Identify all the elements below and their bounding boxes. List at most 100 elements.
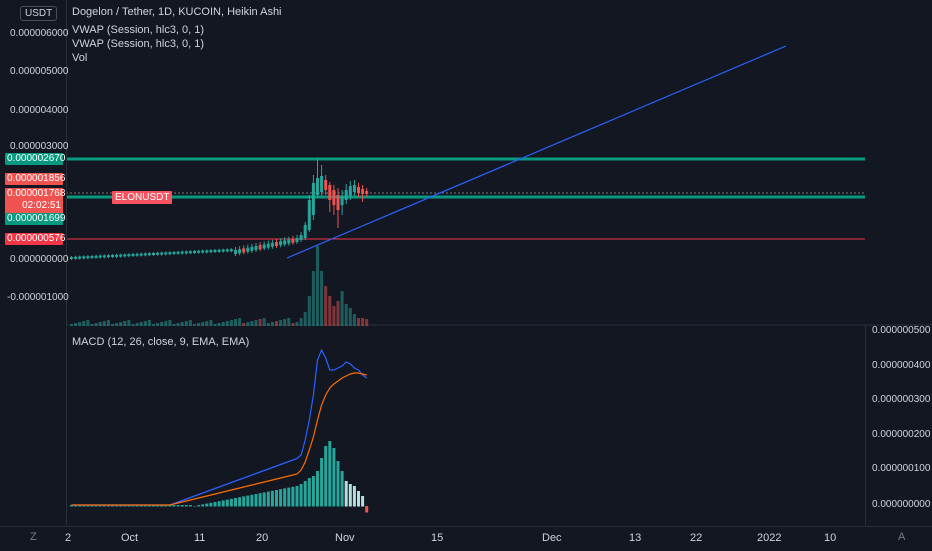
candle-body <box>348 186 352 196</box>
candle-body <box>311 183 315 215</box>
candle-body <box>328 185 332 200</box>
volume-bar <box>291 323 295 326</box>
volume-bar <box>90 324 94 326</box>
volume-bar <box>156 323 160 326</box>
candle-body <box>152 253 155 255</box>
time-axis[interactable]: Z 2 Oct 11 20 Nov 15 Dec 13 22 2022 10 A <box>0 526 932 551</box>
volume-bar <box>176 323 180 326</box>
macd-bar <box>102 505 106 507</box>
macd-bar <box>115 505 119 507</box>
indicator-legend-vwap-2[interactable]: VWAP (Session, hlc3, 0, 1) <box>72 38 205 50</box>
candle-body <box>193 251 196 253</box>
price-tick: 0.000004000 <box>10 105 69 116</box>
macd-bar <box>238 497 242 507</box>
macd-bar <box>164 505 168 507</box>
macd-bar <box>340 471 344 507</box>
macd-bar <box>217 501 221 507</box>
volume-bar <box>115 323 119 326</box>
candle-body <box>287 239 291 244</box>
candle-body <box>168 252 172 255</box>
auto-scale-button[interactable]: A <box>898 531 906 543</box>
volume-bar <box>316 246 319 326</box>
volume-bar <box>74 323 78 326</box>
macd-bar <box>316 471 319 507</box>
macd-bar <box>270 490 274 507</box>
macd-legend[interactable]: MACD (12, 26, close, 9, EMA, EMA) <box>72 336 250 348</box>
candle-body <box>307 200 311 230</box>
low-price-badge: 0.000001699 <box>5 213 66 225</box>
macd-bar <box>180 505 184 507</box>
candle-body <box>106 255 110 258</box>
candle-body <box>115 254 119 257</box>
candle-body <box>119 254 123 257</box>
volume-bar <box>242 323 246 326</box>
macd-bar <box>307 478 311 507</box>
volume-bar <box>201 322 205 326</box>
macd-bar <box>106 505 110 507</box>
candle-body <box>78 256 82 259</box>
candle-body <box>242 248 246 253</box>
macd-bar <box>127 505 131 507</box>
volume-bar <box>270 322 274 326</box>
currency-button[interactable]: USDT <box>20 6 58 21</box>
volume-bar <box>250 321 254 326</box>
candle-body <box>139 253 143 256</box>
volume-bar <box>229 320 233 326</box>
candle-body <box>135 253 139 256</box>
high-price-badge: 0.000001856 <box>5 173 66 185</box>
candle-body <box>205 250 209 253</box>
macd-scale[interactable]: 0.000000500 0.000000400 0.000000300 0.00… <box>865 325 932 525</box>
macd-bar <box>320 458 324 507</box>
macd-bar <box>365 506 369 513</box>
macd-bar <box>311 476 315 507</box>
volume-bar <box>131 324 135 326</box>
zoom-reset-button[interactable]: Z <box>30 531 37 543</box>
volume-bar <box>188 320 192 326</box>
volume-bar <box>147 320 151 326</box>
volume-bar <box>119 322 123 326</box>
macd-bar <box>143 505 147 507</box>
candle-body <box>70 257 73 259</box>
macd-bar <box>188 505 192 507</box>
macd-bar <box>94 505 98 507</box>
candle-body <box>111 255 114 257</box>
signal-line <box>71 372 367 506</box>
chart-title[interactable]: Dogelon / Tether, 1D, KUCOIN, Heikin Ash… <box>72 6 282 18</box>
macd-bar <box>352 486 356 507</box>
volume-bar <box>78 322 82 326</box>
macd-bar <box>70 505 73 507</box>
price-tick: 0.000005000 <box>10 66 69 77</box>
candles-group <box>70 158 369 260</box>
indicator-legend-vwap-1[interactable]: VWAP (Session, hlc3, 0, 1) <box>72 24 205 36</box>
price-scale[interactable] <box>0 0 67 525</box>
volume-bar <box>127 320 131 326</box>
macd-bar <box>258 493 262 507</box>
volume-bar <box>143 321 147 326</box>
time-tick: 13 <box>629 532 642 544</box>
time-tick: 2 <box>65 532 72 544</box>
macd-histogram <box>70 441 369 513</box>
last-price-value: 0.000001768 <box>7 188 66 199</box>
trend-line[interactable] <box>286 45 787 259</box>
macd-bar <box>291 486 295 507</box>
volume-bar <box>348 308 352 326</box>
candle-body <box>270 242 274 247</box>
volume-bar <box>106 320 110 326</box>
volume-bar <box>221 322 225 326</box>
candle-body <box>184 251 188 254</box>
volume-bar <box>332 306 336 326</box>
macd-bar <box>193 506 196 507</box>
time-tick: 11 <box>194 532 206 544</box>
macd-bar <box>123 505 127 507</box>
volume-bar <box>168 320 172 326</box>
volume-bar <box>266 323 270 326</box>
indicator-legend-vol[interactable]: Vol <box>72 52 88 64</box>
volume-bar <box>352 314 356 326</box>
volume-bar <box>299 318 303 326</box>
volume-bar <box>70 324 73 326</box>
candle-body <box>123 254 127 257</box>
volume-bar <box>357 318 360 326</box>
macd-bar <box>209 502 213 507</box>
volume-group <box>70 246 369 326</box>
